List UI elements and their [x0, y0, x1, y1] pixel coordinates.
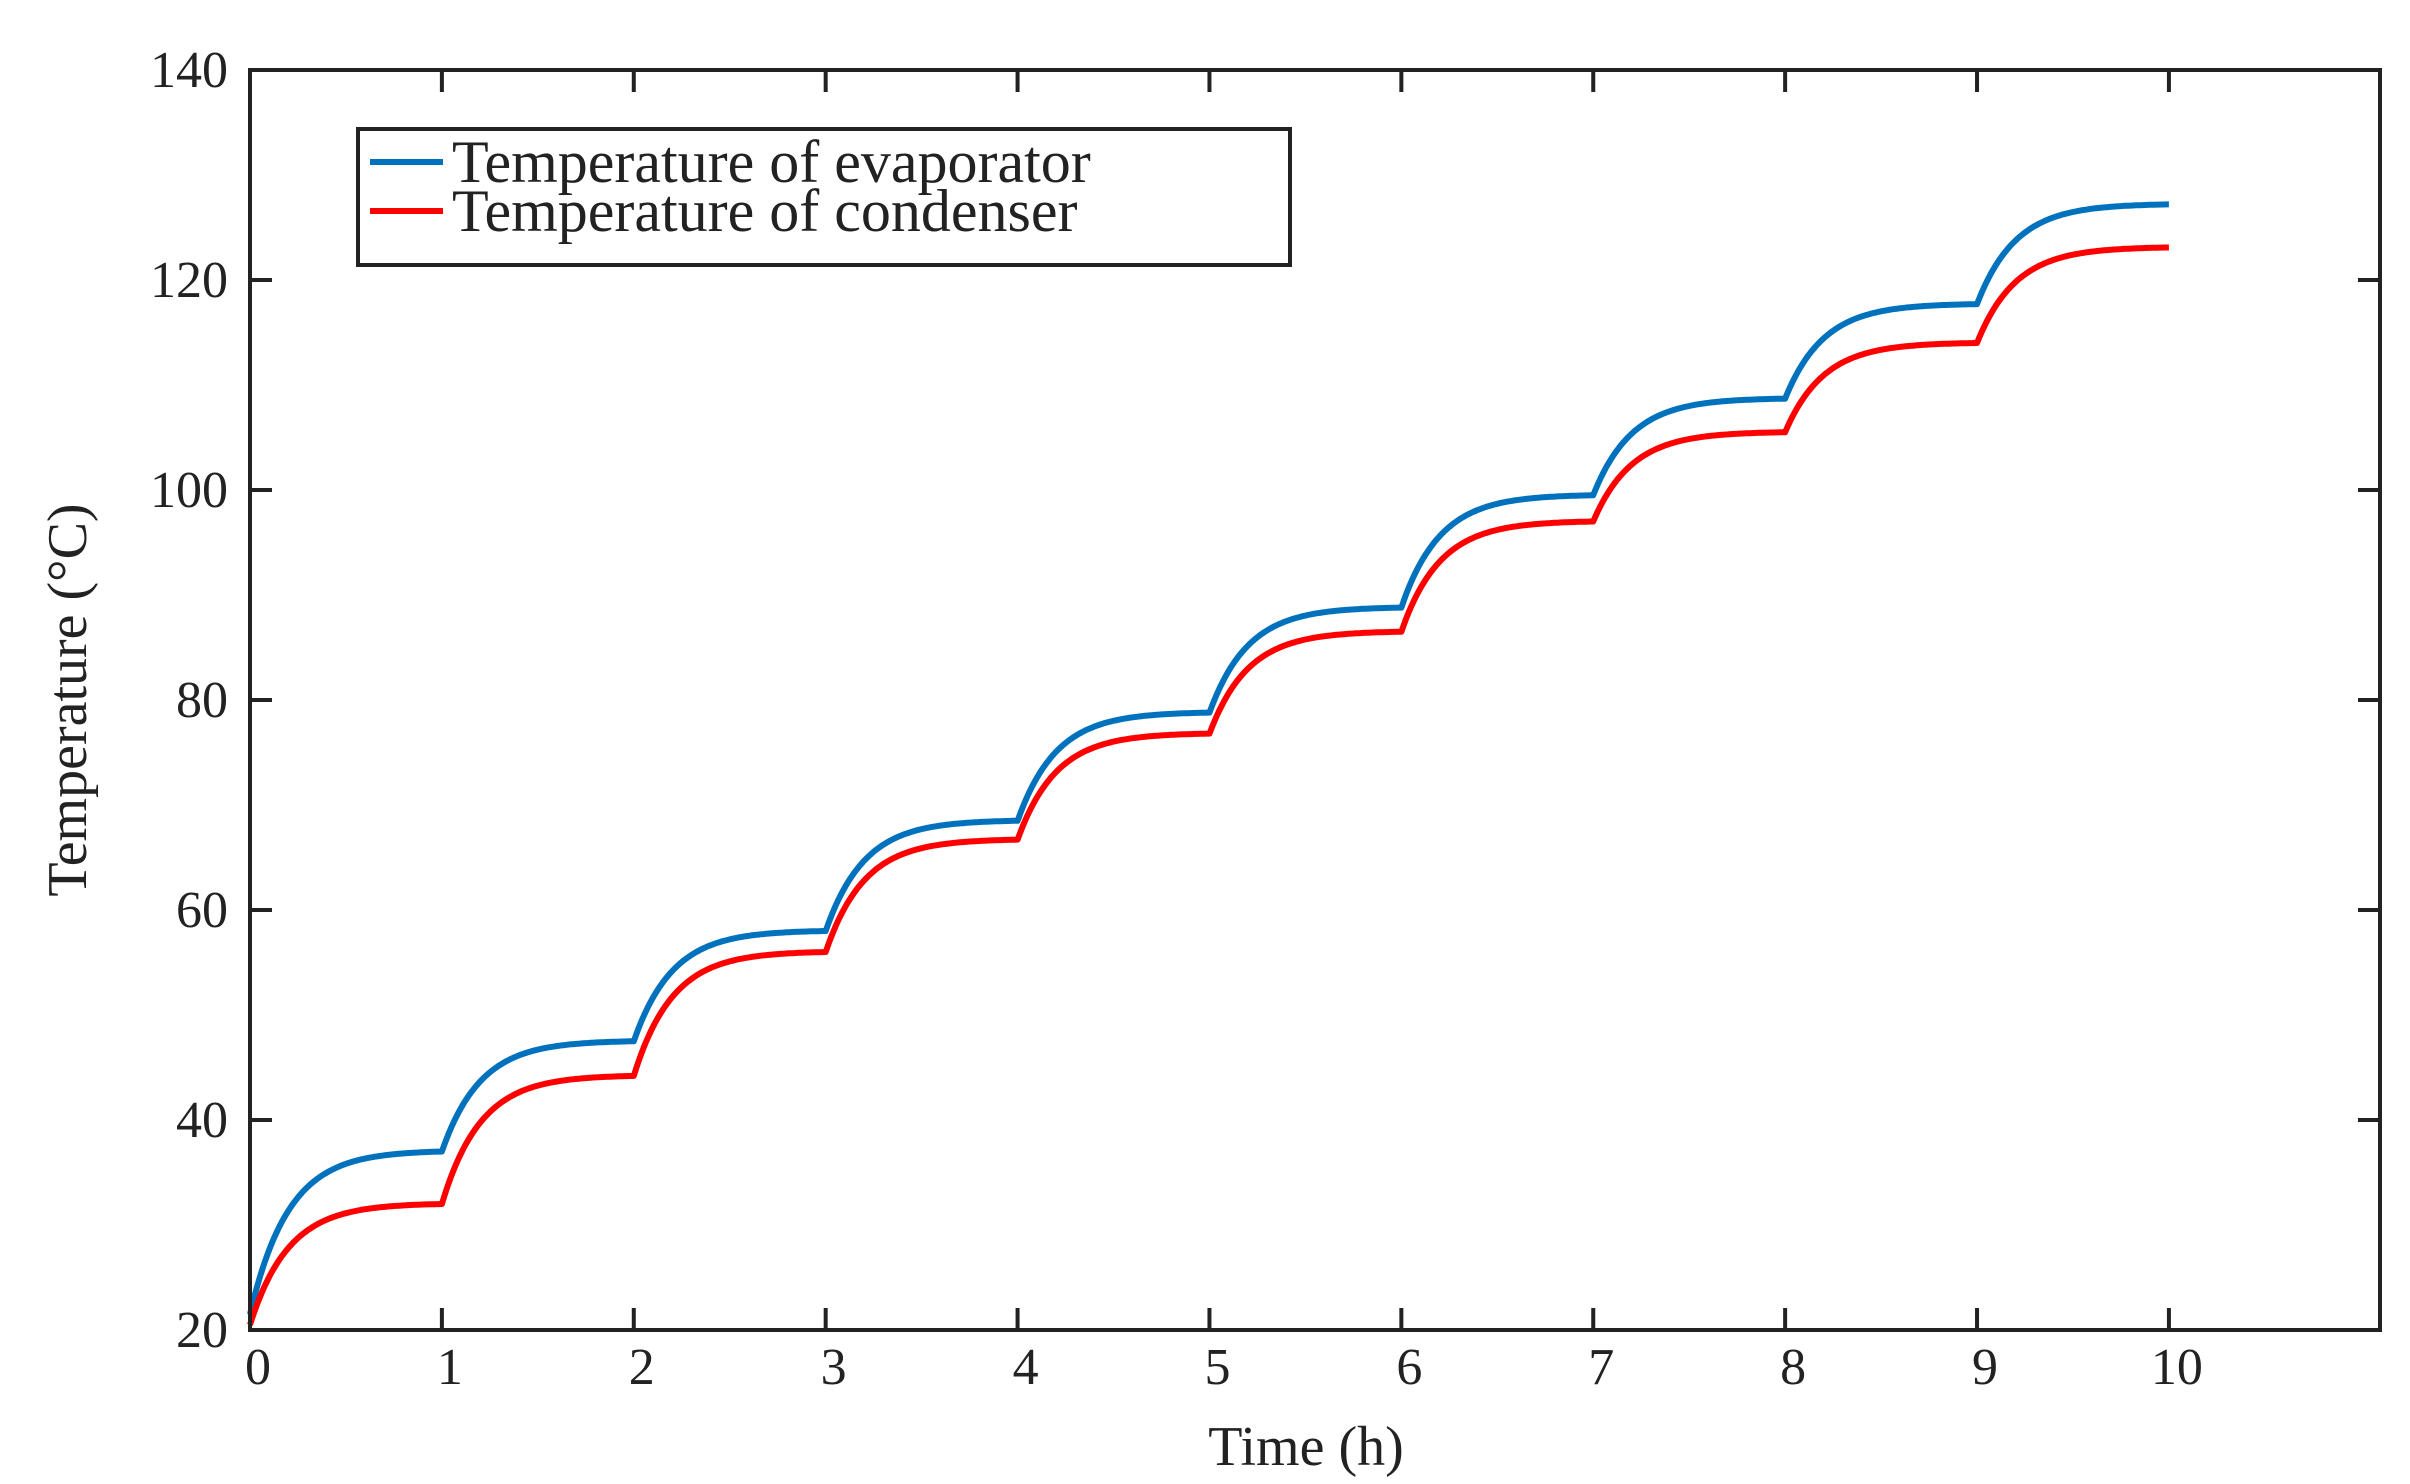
- series-line-0: [247, 201, 2170, 1316]
- x-tick-label-8: 8: [1780, 1339, 1806, 1396]
- x-tick-label-4: 4: [1013, 1339, 1039, 1396]
- x-tick-label-1: 1: [437, 1339, 463, 1396]
- x-tick-label-2: 2: [629, 1339, 655, 1396]
- y-axis-label: Temperature (°C): [37, 503, 99, 896]
- legend-box: [356, 127, 1292, 267]
- legend-label-condenser: Temperature of condenser: [452, 178, 1078, 244]
- y-tick-label-3: 80: [176, 672, 228, 729]
- legend-label-evaporator: Temperature of evaporator: [452, 129, 1091, 195]
- legend: Temperature of evaporator Temperature of…: [356, 127, 1292, 267]
- x-tick-label-7: 7: [1588, 1339, 1614, 1396]
- y-tick-label-6: 140: [150, 42, 228, 99]
- x-tick-label-10: 10: [2151, 1339, 2203, 1396]
- series-line-1: [247, 244, 2170, 1326]
- x-axis-label: Time (h): [1208, 1416, 1404, 1478]
- y-tick-label-2: 60: [176, 882, 228, 939]
- x-tick-label-9: 9: [1972, 1339, 1998, 1396]
- x-tick-label-0: 0: [245, 1339, 271, 1396]
- y-tick-label-0: 20: [176, 1302, 228, 1359]
- x-tick-label-3: 3: [821, 1339, 847, 1396]
- y-tick-label-5: 120: [150, 252, 228, 309]
- tick-layer: 0 1 2 3 4 5 6 7 8 9 10 20 40 60 80 100 120 140: [150, 42, 2380, 1396]
- x-tick-label-5: 5: [1204, 1339, 1230, 1396]
- x-tick-label-6: 6: [1396, 1339, 1422, 1396]
- y-tick-label-4: 100: [150, 462, 228, 519]
- y-tick-label-1: 40: [176, 1092, 228, 1149]
- series-layer: [247, 201, 2170, 1326]
